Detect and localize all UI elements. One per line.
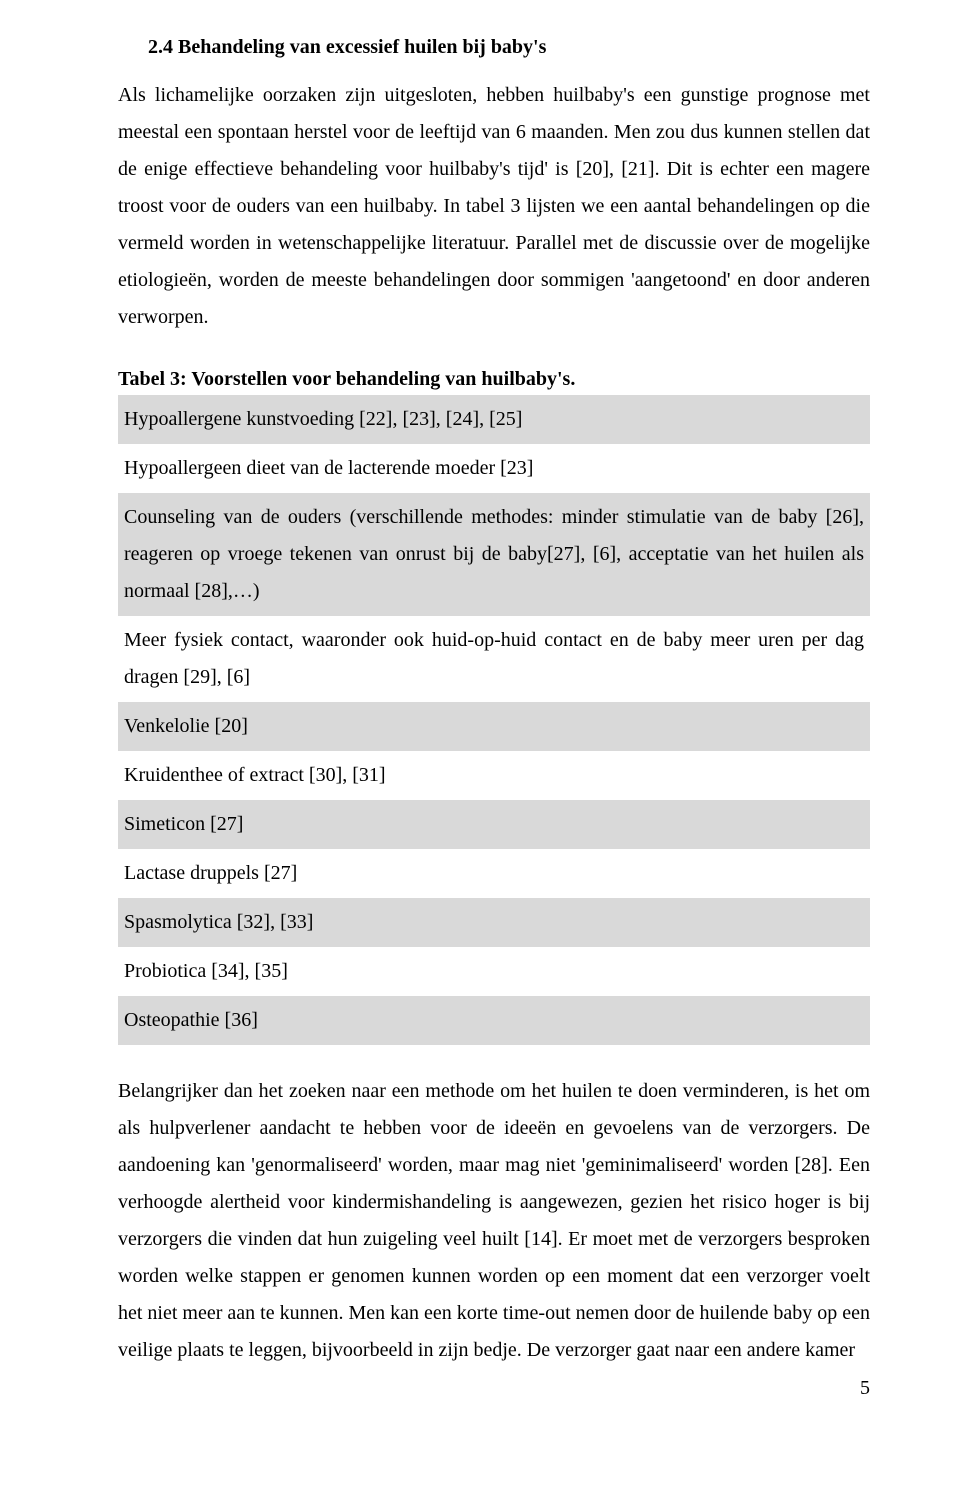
table-cell: Spasmolytica [32], [33] [118, 898, 870, 947]
table-cell: Kruidenthee of extract [30], [31] [118, 751, 870, 800]
treatment-table: Hypoallergene kunstvoeding [22], [23], [… [118, 395, 870, 1045]
table-row: Spasmolytica [32], [33] [118, 898, 870, 947]
intro-paragraph: Als lichamelijke oorzaken zijn uitgeslot… [118, 77, 870, 336]
table-row: Lactase druppels [27] [118, 849, 870, 898]
treatment-table-body: Hypoallergene kunstvoeding [22], [23], [… [118, 395, 870, 1045]
table-cell: Counseling van de ouders (verschillende … [118, 493, 870, 616]
table-row: Meer fysiek contact, waaronder ook huid-… [118, 616, 870, 702]
section-heading: 2.4 Behandeling van excessief huilen bij… [118, 36, 870, 59]
table-cell: Hypoallergeen dieet van de lacterende mo… [118, 444, 870, 493]
table-cell: Osteopathie [36] [118, 996, 870, 1045]
table-row: Probiotica [34], [35] [118, 947, 870, 996]
page-number: 5 [118, 1377, 870, 1400]
table-cell: Lactase druppels [27] [118, 849, 870, 898]
table-caption: Tabel 3: Voorstellen voor behandeling va… [118, 368, 870, 391]
table-row: Venkelolie [20] [118, 702, 870, 751]
document-page: 2.4 Behandeling van excessief huilen bij… [0, 0, 960, 1440]
table-row: Hypoallergeen dieet van de lacterende mo… [118, 444, 870, 493]
table-cell: Simeticon [27] [118, 800, 870, 849]
table-row: Osteopathie [36] [118, 996, 870, 1045]
table-cell: Venkelolie [20] [118, 702, 870, 751]
table-row: Simeticon [27] [118, 800, 870, 849]
table-row: Kruidenthee of extract [30], [31] [118, 751, 870, 800]
closing-paragraph: Belangrijker dan het zoeken naar een met… [118, 1073, 870, 1369]
table-cell: Meer fysiek contact, waaronder ook huid-… [118, 616, 870, 702]
table-row: Counseling van de ouders (verschillende … [118, 493, 870, 616]
table-cell: Probiotica [34], [35] [118, 947, 870, 996]
table-row: Hypoallergene kunstvoeding [22], [23], [… [118, 395, 870, 444]
table-cell: Hypoallergene kunstvoeding [22], [23], [… [118, 395, 870, 444]
